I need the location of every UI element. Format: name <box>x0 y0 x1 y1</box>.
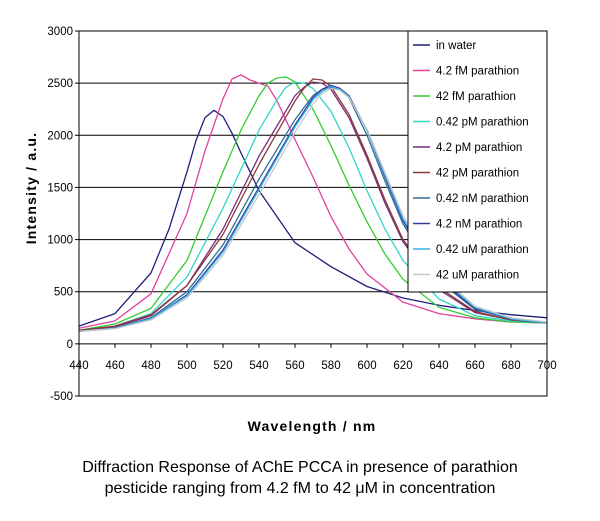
legend-label: 0.42 uM parathion <box>436 244 529 256</box>
line-chart: -500 0 500 1000 1500 2000 2500 3000 440 460 480 500… <box>23 26 557 434</box>
series-line-4 <box>78 81 548 332</box>
y-tick-label: 1000 <box>47 235 73 247</box>
legend-label: 42 fM parathion <box>436 91 516 103</box>
y-tick-label: 2500 <box>47 78 73 90</box>
x-tick-label: 640 <box>429 360 448 372</box>
y-tick-label: -500 <box>50 391 73 403</box>
y-tick-label: 2000 <box>47 130 73 142</box>
x-axis-title: Wavelength / nm <box>248 418 377 434</box>
legend-label: 4.2 nM parathion <box>436 219 522 231</box>
legend-label: in water <box>436 40 476 52</box>
legend-label: 42 uM parathion <box>436 270 519 282</box>
series-line-1 <box>78 109 548 327</box>
x-tick-label: 480 <box>141 360 160 372</box>
y-tick-label: 0 <box>67 339 73 351</box>
x-tick-label: 600 <box>357 360 376 372</box>
chart-area: -500 0 500 1000 1500 2000 2500 3000 440 460 480 500… <box>23 26 557 434</box>
legend-label: 4.2 pM parathion <box>436 142 522 154</box>
x-tick-label: 540 <box>249 360 268 372</box>
x-tick-label: 580 <box>321 360 340 372</box>
x-tick-label: 620 <box>393 360 412 372</box>
y-tick-label: 500 <box>54 287 73 299</box>
legend-label: 42 pM parathion <box>436 168 519 180</box>
caption-line-1: Diffraction Response of AChE PCCA in pre… <box>82 459 518 476</box>
x-tick-label: 680 <box>501 360 520 372</box>
x-tick-label: 700 <box>537 360 556 372</box>
y-axis-title: Intensity / a.u. <box>23 132 39 245</box>
x-tick-label: 500 <box>177 360 196 372</box>
x-tick-label: 460 <box>105 360 124 372</box>
x-tick-label: 560 <box>285 360 304 372</box>
figure-caption: Diffraction Response of AChE PCCA in pre… <box>0 457 600 499</box>
x-tick-label: 520 <box>213 360 232 372</box>
legend-label: 4.2 fM parathion <box>436 66 519 78</box>
x-tick-label: 440 <box>69 360 88 372</box>
legend: in water 4.2 fM parathion 42 fM parathion 0… <box>407 30 548 293</box>
y-tick-label: 3000 <box>47 26 73 38</box>
legend-label: 0.42 nM parathion <box>436 193 529 205</box>
series-line-2 <box>78 74 548 329</box>
legend-box <box>407 30 548 293</box>
x-tick-label: 660 <box>465 360 484 372</box>
caption-line-2: pesticide ranging from 4.2 fM to 42 μM i… <box>104 480 496 497</box>
y-tick-label: 1500 <box>47 182 73 194</box>
legend-label: 0.42 pM parathion <box>436 117 529 129</box>
gridlines <box>79 82 547 345</box>
